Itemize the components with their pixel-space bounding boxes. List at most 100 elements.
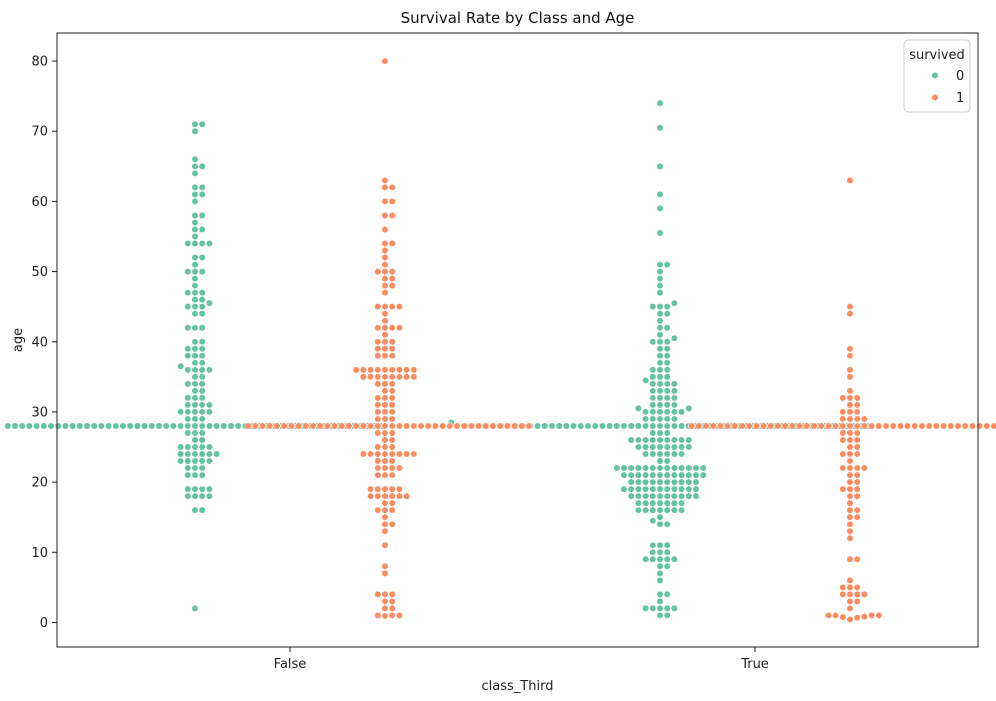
data-point-survived-0 bbox=[191, 190, 199, 198]
data-point-survived-0 bbox=[148, 422, 156, 430]
data-point-survived-1 bbox=[381, 373, 389, 381]
data-point-survived-1 bbox=[302, 422, 310, 430]
data-point-survived-0 bbox=[663, 450, 671, 458]
data-point-survived-0 bbox=[177, 422, 185, 430]
data-point-survived-0 bbox=[656, 310, 664, 318]
y-tick-label: 10 bbox=[31, 546, 48, 561]
data-point-survived-1 bbox=[388, 597, 396, 605]
data-point-survived-0 bbox=[627, 492, 635, 500]
data-point-survived-0 bbox=[663, 506, 671, 514]
data-point-survived-0 bbox=[656, 387, 664, 395]
data-point-survived-0 bbox=[598, 422, 607, 430]
data-point-survived-0 bbox=[649, 506, 657, 514]
data-point-survived-0 bbox=[191, 443, 199, 451]
data-point-survived-0 bbox=[191, 457, 199, 465]
data-point-survived-0 bbox=[663, 324, 671, 332]
data-point-survived-1 bbox=[875, 611, 883, 620]
data-point-survived-1 bbox=[525, 422, 533, 430]
data-point-survived-0 bbox=[198, 450, 206, 458]
data-point-survived-0 bbox=[605, 422, 614, 430]
data-point-survived-1 bbox=[839, 590, 847, 598]
data-point-survived-0 bbox=[205, 299, 213, 307]
data-point-survived-0 bbox=[649, 422, 657, 430]
data-point-survived-0 bbox=[620, 422, 628, 430]
data-point-survived-1 bbox=[381, 394, 389, 402]
data-point-survived-0 bbox=[198, 162, 206, 170]
data-point-survived-1 bbox=[381, 176, 389, 184]
data-point-survived-0 bbox=[656, 478, 664, 486]
data-point-survived-1 bbox=[853, 429, 861, 437]
data-point-survived-1 bbox=[331, 422, 339, 430]
data-point-survived-0 bbox=[627, 471, 635, 479]
data-point-survived-1 bbox=[367, 366, 375, 374]
data-point-survived-0 bbox=[213, 450, 221, 458]
data-point-survived-1 bbox=[381, 345, 389, 353]
data-point-survived-0 bbox=[656, 415, 664, 423]
data-point-survived-1 bbox=[388, 499, 396, 507]
data-point-survived-1 bbox=[395, 464, 404, 472]
data-point-survived-0 bbox=[634, 422, 643, 430]
data-point-survived-1 bbox=[475, 422, 483, 430]
data-point-survived-0 bbox=[205, 450, 213, 458]
data-point-survived-1 bbox=[388, 197, 396, 206]
data-point-survived-1 bbox=[381, 289, 389, 297]
data-point-survived-1 bbox=[388, 436, 396, 444]
data-point-survived-0 bbox=[220, 422, 228, 430]
legend-label: 1 bbox=[956, 91, 964, 106]
data-point-survived-0 bbox=[670, 394, 679, 402]
data-point-survived-1 bbox=[367, 492, 375, 500]
data-point-survived-0 bbox=[677, 464, 686, 472]
data-point-survived-0 bbox=[191, 162, 199, 170]
data-point-survived-1 bbox=[388, 457, 396, 465]
data-point-survived-0 bbox=[641, 492, 650, 500]
data-point-survived-0 bbox=[685, 478, 693, 486]
data-point-survived-0 bbox=[205, 492, 213, 500]
data-point-survived-0 bbox=[184, 492, 192, 500]
data-point-survived-1 bbox=[287, 422, 296, 430]
data-point-survived-0 bbox=[205, 408, 213, 416]
data-point-survived-0 bbox=[184, 366, 192, 374]
data-point-survived-0 bbox=[677, 499, 686, 507]
data-point-survived-0 bbox=[670, 401, 679, 409]
data-point-survived-0 bbox=[699, 464, 707, 472]
data-point-survived-1 bbox=[388, 267, 396, 276]
data-point-survived-0 bbox=[620, 471, 628, 479]
data-point-survived-1 bbox=[846, 415, 854, 423]
data-point-survived-0 bbox=[677, 492, 686, 500]
data-point-survived-1 bbox=[388, 303, 396, 311]
data-point-survived-0 bbox=[649, 303, 657, 311]
data-point-survived-0 bbox=[555, 422, 563, 430]
data-point-survived-0 bbox=[641, 415, 650, 423]
data-point-survived-0 bbox=[641, 464, 650, 472]
data-point-survived-0 bbox=[184, 303, 192, 311]
data-point-survived-0 bbox=[162, 422, 170, 430]
data-point-survived-0 bbox=[541, 422, 549, 430]
data-point-survived-0 bbox=[191, 352, 199, 360]
data-point-survived-0 bbox=[191, 415, 199, 423]
data-point-survived-1 bbox=[723, 422, 732, 430]
data-point-survived-1 bbox=[687, 422, 696, 430]
data-point-survived-1 bbox=[846, 366, 854, 374]
data-point-survived-0 bbox=[656, 569, 664, 577]
data-point-survived-0 bbox=[670, 506, 679, 514]
data-point-survived-0 bbox=[634, 471, 643, 479]
data-point-survived-0 bbox=[191, 338, 199, 346]
data-point-survived-0 bbox=[663, 443, 671, 451]
data-point-survived-0 bbox=[533, 422, 542, 430]
data-point-survived-0 bbox=[634, 499, 643, 507]
data-point-survived-1 bbox=[795, 422, 804, 430]
data-point-survived-1 bbox=[839, 613, 847, 621]
data-point-survived-0 bbox=[670, 485, 679, 493]
data-point-survived-1 bbox=[338, 422, 346, 430]
data-point-survived-0 bbox=[198, 373, 206, 381]
data-point-survived-1 bbox=[381, 267, 389, 276]
data-point-survived-0 bbox=[663, 457, 671, 465]
data-point-survived-0 bbox=[641, 471, 650, 479]
data-point-survived-1 bbox=[395, 303, 404, 311]
data-point-survived-1 bbox=[381, 429, 389, 437]
data-point-survived-1 bbox=[853, 471, 861, 479]
data-point-survived-0 bbox=[177, 362, 185, 370]
data-point-survived-1 bbox=[889, 422, 897, 430]
data-point-survived-1 bbox=[381, 331, 389, 339]
data-point-survived-0 bbox=[663, 471, 671, 479]
